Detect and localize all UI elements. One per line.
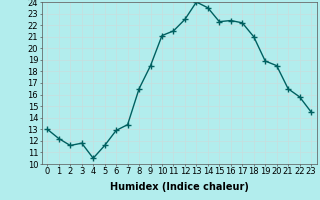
X-axis label: Humidex (Indice chaleur): Humidex (Indice chaleur) <box>110 182 249 192</box>
